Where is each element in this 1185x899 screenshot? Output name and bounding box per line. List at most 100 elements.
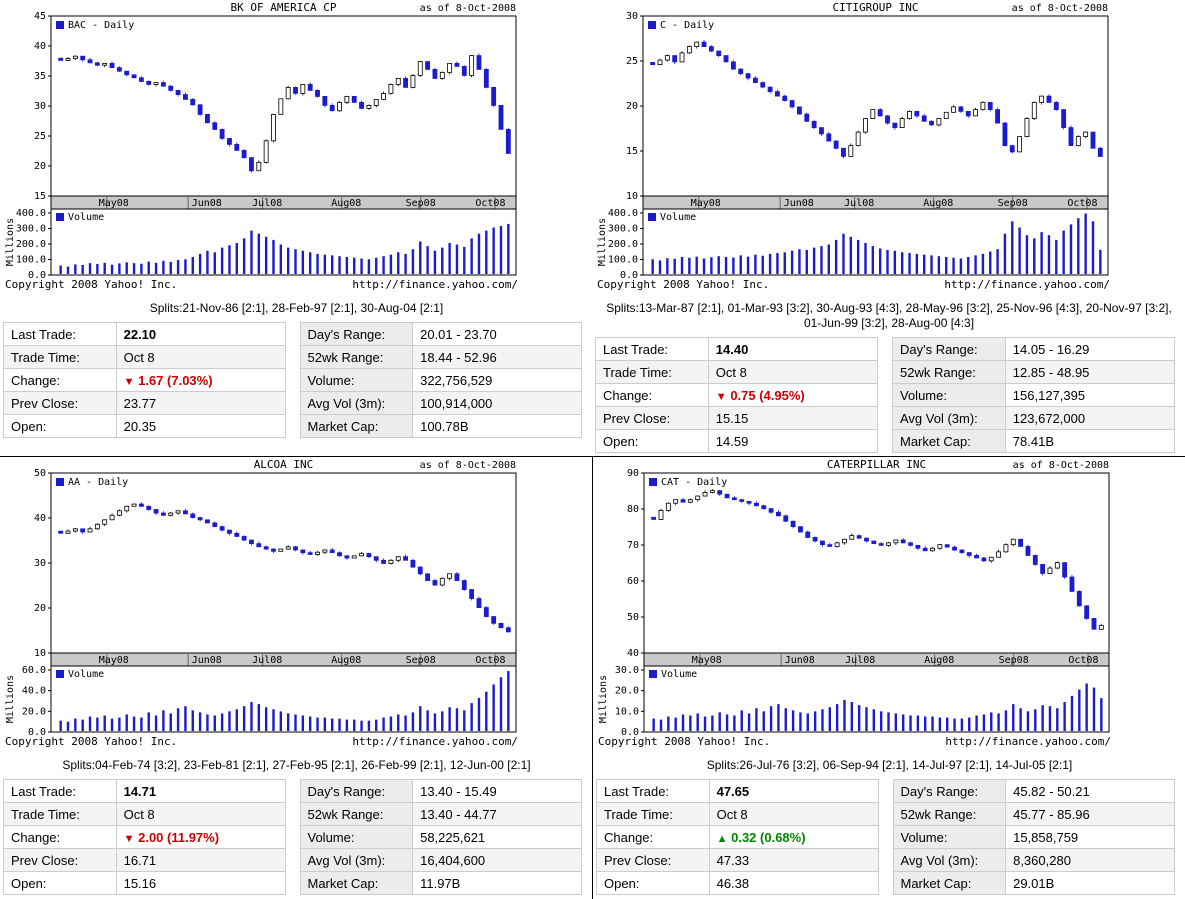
open-value: 14.59 — [707, 429, 879, 453]
table-row: Trade Time: Oct 8 — [3, 345, 286, 369]
quote-table-right: Day's Range: 14.05 - 16.29 52wk Range: 1… — [892, 337, 1176, 453]
volume-value: 15,858,759 — [1005, 825, 1175, 849]
change-value: 2.00 (11.97%) — [138, 829, 220, 845]
chart-footer: Copyright 2008 Yahoo! Inc. http://financ… — [596, 735, 1113, 748]
quote-table-left: Last Trade: 14.71 Trade Time: Oct 8 Chan… — [3, 779, 286, 895]
quote-summary: Last Trade: 22.10 Trade Time: Oct 8 Chan… — [3, 322, 590, 438]
table-row: 52wk Range: 45.77 - 85.96 — [892, 802, 1175, 826]
candlestick-volume-chart: CATERPILLAR INC as of 8-Oct-2008 40 50 60 70 8… — [598, 459, 1110, 735]
table-row: Volume: 58,225,621 — [299, 825, 582, 849]
days-range-label: Day's Range: — [892, 337, 1006, 361]
market-cap-value: 78.41B — [1004, 429, 1176, 453]
svg-text:CITIGROUP INC: CITIGROUP INC — [832, 2, 918, 14]
svg-text:Millions: Millions — [5, 675, 16, 723]
quote-table-right: Day's Range: 20.01 - 23.70 52wk Range: 1… — [299, 322, 582, 438]
market-cap-value: 11.97B — [412, 871, 582, 895]
volume-value: 322,756,529 — [412, 368, 582, 392]
svg-text:Volume: Volume — [661, 669, 697, 680]
svg-text:200.0: 200.0 — [608, 239, 638, 250]
avg-vol-label: Avg Vol (3m): — [892, 848, 1007, 872]
svg-text:30: 30 — [34, 558, 46, 569]
52wk-range-value: 13.40 - 44.77 — [412, 802, 582, 826]
svg-text:as of 8-Oct-2008: as of 8-Oct-2008 — [420, 460, 516, 471]
svg-text:Jul08: Jul08 — [844, 198, 874, 209]
change-cell: ▼ 0.75 (4.95%) — [707, 383, 879, 407]
svg-text:60.0: 60.0 — [22, 665, 46, 676]
change-cell: ▼ 2.00 (11.97%) — [115, 825, 286, 849]
table-row: Change: ▲ 0.32 (0.68%) — [596, 825, 879, 849]
svg-text:Aug08: Aug08 — [331, 655, 361, 666]
volume-value: 156,127,395 — [1004, 383, 1176, 407]
splits-note: Splits:21-Nov-86 [2:1], 28-Feb-97 [2:1],… — [149, 301, 444, 315]
svg-text:45: 45 — [34, 11, 46, 22]
change-arrow-icon: ▼ — [123, 832, 135, 845]
change-label: Change: — [595, 383, 709, 407]
copyright-text: Copyright 2008 Yahoo! Inc. — [5, 735, 178, 748]
svg-text:May08: May08 — [691, 198, 721, 209]
table-row: Last Trade: 14.40 — [595, 337, 879, 361]
svg-text:25: 25 — [626, 56, 638, 67]
change-cell: ▼ 1.67 (7.03%) — [115, 368, 286, 392]
svg-text:Sep08: Sep08 — [999, 655, 1029, 666]
svg-text:20: 20 — [626, 101, 638, 112]
avg-vol-value: 8,360,280 — [1005, 848, 1175, 872]
svg-text:30: 30 — [626, 11, 638, 22]
svg-text:20.0: 20.0 — [22, 706, 46, 717]
days-range-label: Day's Range: — [299, 779, 414, 803]
52wk-range-value: 12.85 - 48.95 — [1004, 360, 1176, 384]
change-label: Change: — [596, 825, 710, 849]
chart-footer: Copyright 2008 Yahoo! Inc. http://financ… — [3, 278, 520, 291]
table-row: Volume: 322,756,529 — [299, 368, 582, 392]
copyright-text: Copyright 2008 Yahoo! Inc. — [598, 735, 771, 748]
svg-text:Jul08: Jul08 — [252, 655, 282, 666]
svg-text:Millions: Millions — [5, 218, 16, 266]
52wk-range-label: 52wk Range: — [299, 802, 414, 826]
change-value: 0.32 (0.68%) — [731, 829, 806, 845]
open-label: Open: — [3, 414, 117, 438]
svg-text:90: 90 — [627, 468, 639, 479]
table-row: Change: ▼ 2.00 (11.97%) — [3, 825, 286, 849]
trade-time-label: Trade Time: — [596, 802, 710, 826]
market-cap-label: Market Cap: — [299, 414, 414, 438]
svg-text:Volume: Volume — [68, 669, 104, 680]
change-value: 0.75 (4.95%) — [730, 387, 805, 403]
last-trade-value: 22.10 — [115, 322, 286, 346]
table-row: 52wk Range: 12.85 - 48.95 — [892, 360, 1176, 384]
table-row: Market Cap: 29.01B — [892, 871, 1175, 895]
change-cell: ▲ 0.32 (0.68%) — [708, 825, 879, 849]
svg-text:CATERPILLAR INC: CATERPILLAR INC — [827, 459, 926, 471]
svg-text:Sep08: Sep08 — [406, 655, 436, 666]
yahoo-finance-url: http://finance.yahoo.com/ — [352, 735, 518, 748]
svg-text:200.0: 200.0 — [16, 239, 46, 250]
days-range-value: 45.82 - 50.21 — [1005, 779, 1175, 803]
volume-label: Volume: — [299, 368, 414, 392]
svg-text:Jul08: Jul08 — [845, 655, 875, 666]
svg-text:40: 40 — [627, 648, 639, 659]
svg-text:Jun08: Jun08 — [192, 198, 222, 209]
trade-time-label: Trade Time: — [3, 802, 117, 826]
avg-vol-label: Avg Vol (3m): — [299, 391, 414, 415]
volume-label: Volume: — [299, 825, 414, 849]
svg-text:10: 10 — [34, 648, 46, 659]
table-row: Open: 20.35 — [3, 414, 286, 438]
market-cap-value: 29.01B — [1005, 871, 1175, 895]
svg-text:BK OF AMERICA CP: BK OF AMERICA CP — [231, 2, 337, 14]
table-row: Trade Time: Oct 8 — [3, 802, 286, 826]
table-row: Prev Close: 47.33 — [596, 848, 879, 872]
change-label: Change: — [3, 825, 117, 849]
quote-table-right: Day's Range: 45.82 - 50.21 52wk Range: 4… — [892, 779, 1175, 895]
table-row: Last Trade: 22.10 — [3, 322, 286, 346]
svg-text:35: 35 — [34, 71, 46, 82]
table-row: Day's Range: 20.01 - 23.70 — [299, 322, 582, 346]
svg-text:Sep08: Sep08 — [998, 198, 1028, 209]
table-row: Avg Vol (3m): 123,672,000 — [892, 406, 1176, 430]
prev-close-label: Prev Close: — [596, 848, 710, 872]
table-row: Avg Vol (3m): 100,914,000 — [299, 391, 582, 415]
open-value: 46.38 — [708, 871, 879, 895]
splits-note: Splits:26-Jul-76 [3:2], 06-Sep-94 [2:1],… — [706, 758, 1073, 772]
quote-table-left: Last Trade: 14.40 Trade Time: Oct 8 Chan… — [595, 337, 879, 453]
table-row: Day's Range: 45.82 - 50.21 — [892, 779, 1175, 803]
52wk-range-value: 18.44 - 52.96 — [412, 345, 582, 369]
svg-text:20: 20 — [34, 161, 46, 172]
